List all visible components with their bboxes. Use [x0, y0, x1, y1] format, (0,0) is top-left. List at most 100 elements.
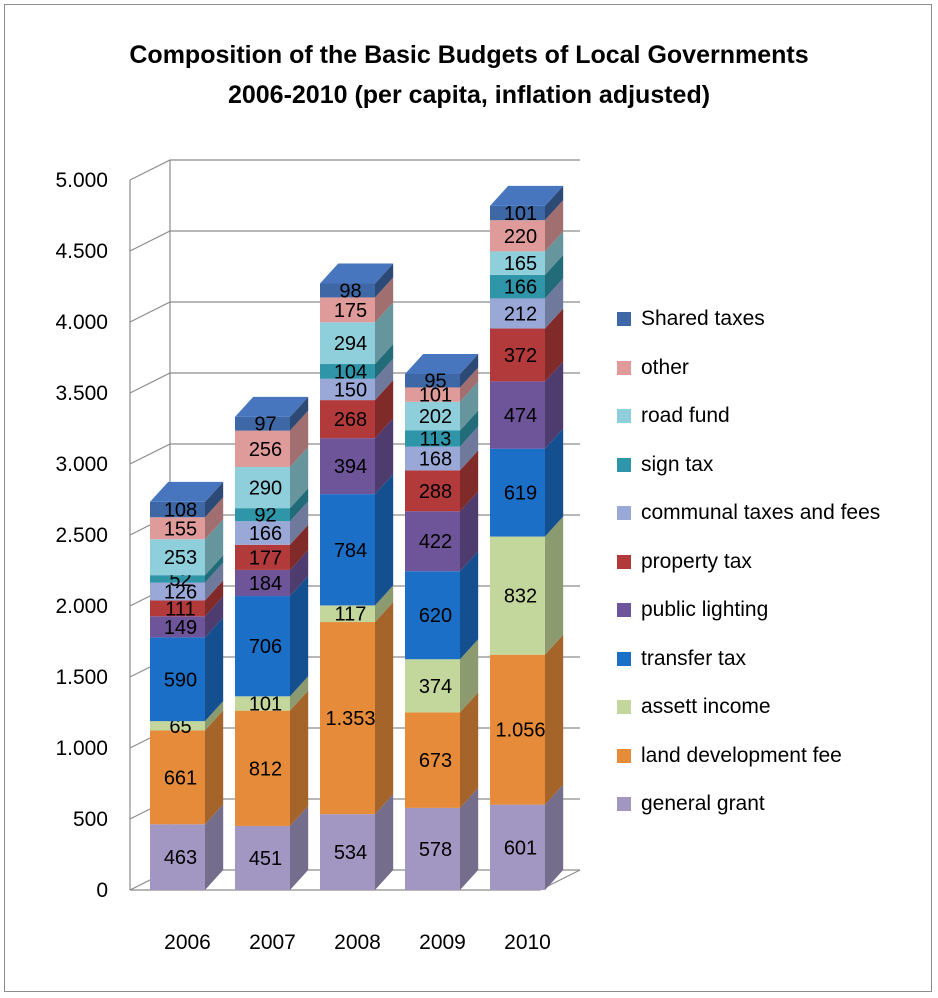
bar-side — [375, 474, 394, 606]
x-tick-label: 2009 — [419, 931, 466, 954]
data-label: 177 — [249, 547, 282, 569]
x-tick-label: 2006 — [164, 931, 211, 954]
bar-segment — [490, 516, 564, 655]
bar-side — [290, 576, 309, 697]
bar-side — [375, 602, 394, 815]
bar-segment — [405, 367, 479, 402]
data-label: 65 — [169, 716, 191, 738]
bar-side — [290, 410, 309, 467]
bar-top — [235, 396, 309, 417]
legend-item: communal taxes and fees — [617, 489, 880, 538]
bar-front — [150, 730, 205, 825]
bar-side — [460, 381, 479, 431]
data-label: 155 — [164, 518, 197, 540]
bar-front — [405, 387, 460, 402]
gridline-10 — [129, 159, 580, 181]
bar-front — [405, 401, 460, 431]
bar-segment — [405, 450, 479, 512]
bar-segment — [150, 580, 224, 617]
bar-segment — [235, 524, 309, 570]
bar-segment — [405, 692, 479, 808]
bar-side — [460, 353, 479, 388]
bar-segment — [320, 344, 394, 379]
data-label: 256 — [249, 439, 282, 461]
bar-segment — [235, 549, 309, 597]
legend-label: other — [641, 355, 689, 379]
bar-front — [490, 448, 545, 537]
bar-front — [405, 373, 460, 388]
y-tick-label: 4.500 — [55, 240, 108, 263]
bar-segment — [235, 690, 309, 826]
data-label: 451 — [249, 848, 282, 870]
chart-title-line-2: 2006-2010 (per capita, inflation adjuste… — [227, 81, 711, 109]
data-label: 374 — [419, 676, 452, 698]
data-label: 534 — [334, 842, 367, 864]
bar-front — [490, 536, 545, 655]
data-label: 101 — [504, 203, 537, 225]
legend-label: assett income — [641, 695, 771, 719]
bar-segment — [405, 787, 479, 890]
data-label: 290 — [249, 478, 282, 500]
legend-swatch — [617, 409, 631, 424]
data-label: 212 — [504, 303, 537, 325]
legend-label: land development fee — [641, 743, 842, 767]
bar-segment — [405, 410, 479, 447]
bar-segment — [320, 602, 394, 815]
data-label: 117 — [335, 604, 367, 626]
bar-front — [235, 416, 290, 431]
bar-segment — [320, 585, 394, 623]
bar-segment — [150, 804, 224, 890]
bar-segment — [320, 302, 394, 365]
data-label: 288 — [419, 481, 452, 503]
bar-side — [460, 639, 479, 713]
bar-front — [150, 824, 205, 890]
bar-side — [205, 555, 224, 583]
bar-segment — [490, 254, 564, 299]
data-label: 463 — [164, 847, 197, 869]
data-label: 97 — [254, 414, 276, 436]
bar-segment — [235, 501, 309, 545]
bar-segment — [320, 794, 394, 890]
legend-item: road fund — [617, 392, 880, 441]
chart-title: Composition of the Basic Budgets of Loca… — [5, 35, 933, 115]
bar-segment — [320, 474, 394, 606]
legend-swatch — [617, 700, 631, 715]
bar-segment — [150, 497, 224, 540]
bar-side — [375, 358, 394, 401]
legend-item: general grant — [617, 780, 880, 829]
legend-label: general grant — [641, 792, 765, 816]
legend-swatch — [617, 312, 631, 327]
legend-label: sign tax — [641, 452, 714, 476]
data-label: 1.353 — [325, 708, 375, 730]
data-label: 578 — [419, 839, 452, 861]
bar-side — [375, 794, 394, 890]
bar-segment — [320, 263, 394, 298]
data-label: 95 — [424, 371, 446, 393]
bar-front — [320, 438, 375, 495]
bar-segment — [150, 710, 224, 825]
bar-segment — [490, 231, 564, 275]
bar-segment — [150, 701, 224, 731]
data-label: 104 — [334, 361, 367, 383]
bar-segment — [235, 676, 309, 711]
bar-segment — [405, 426, 479, 471]
data-label: 590 — [164, 669, 197, 691]
data-label: 92 — [254, 505, 276, 527]
bar-front — [235, 466, 290, 509]
bar-segment — [235, 576, 309, 697]
bar-front — [405, 511, 460, 572]
legend-swatch — [617, 360, 631, 375]
bar-front — [405, 430, 460, 447]
bar-segment — [320, 358, 394, 401]
bar-front — [490, 205, 545, 221]
bar-front — [490, 328, 545, 382]
bar-side — [205, 580, 224, 617]
bar-side — [290, 524, 309, 570]
bar-side — [290, 488, 309, 522]
bar-front — [405, 712, 460, 808]
legend-item: assett income — [617, 683, 880, 732]
chart-frame: Composition of the Basic Budgets of Loca… — [4, 4, 932, 992]
bar-segment — [235, 805, 309, 890]
data-label: 601 — [504, 837, 537, 859]
